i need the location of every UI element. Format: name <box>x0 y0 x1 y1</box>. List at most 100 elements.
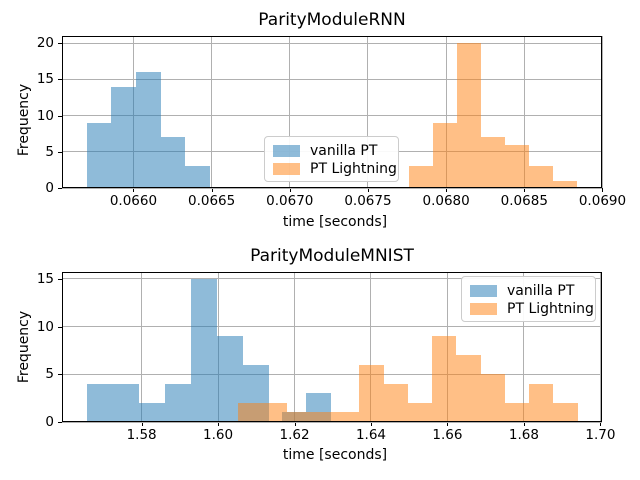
histogram-bar-pt-lightning <box>529 383 554 422</box>
histogram-bar-pt-lightning <box>383 383 408 422</box>
y-tick-label: 0 <box>45 180 54 196</box>
histogram-bar-vanilla-pt <box>160 137 186 188</box>
x-tick-label: 1.64 <box>355 427 387 443</box>
x-gridline <box>523 36 525 188</box>
x-tick-label: 0.0670 <box>266 193 314 209</box>
legend-swatch-vanilla-pt <box>273 145 300 157</box>
x-tick-label: 0.0680 <box>422 193 470 209</box>
y-gridline <box>62 187 602 189</box>
histogram-bar-pt-lightning <box>335 412 360 422</box>
legend-entry-pt-lightning: PT Lightning <box>273 160 398 178</box>
y-tick-label: 10 <box>36 107 54 124</box>
x-gridline <box>523 272 525 422</box>
y-gridline <box>62 326 602 328</box>
x-gridline <box>599 272 601 422</box>
y-tick-mark <box>58 115 62 117</box>
histogram-bar-pt-lightning <box>408 166 433 188</box>
x-gridline <box>294 272 296 422</box>
chart-title-rnn: ParityModuleRNN <box>258 10 406 30</box>
y-tick-label: 10 <box>36 318 54 335</box>
x-tick-label: 0.0685 <box>500 193 548 209</box>
legend-mnist: vanilla PT PT Lightning <box>461 276 596 322</box>
x-tick-mark <box>133 188 135 192</box>
y-tick-label: 0 <box>45 414 54 430</box>
y-tick-mark <box>58 278 62 280</box>
x-tick-mark <box>141 422 143 426</box>
legend-label-vanilla-pt: vanilla PT <box>310 143 378 159</box>
histogram-bar-pt-lightning <box>262 402 287 422</box>
y-tick-mark <box>58 79 62 81</box>
histogram-bar-vanilla-pt <box>185 166 211 188</box>
x-tick-mark <box>447 422 449 426</box>
x-tick-mark <box>289 188 291 192</box>
histogram-bar-vanilla-pt <box>135 72 161 188</box>
y-tick-label: 20 <box>36 35 54 52</box>
histogram-bar-vanilla-pt <box>86 122 112 188</box>
x-gridline <box>370 272 372 422</box>
histogram-bar-pt-lightning <box>553 402 578 422</box>
histogram-bar-pt-lightning <box>407 402 433 422</box>
histogram-bar-vanilla-pt <box>138 402 165 422</box>
x-tick-label: 1.68 <box>508 427 539 443</box>
y-tick-mark <box>58 43 62 45</box>
legend-rnn: vanilla PT PT Lightning <box>264 136 399 182</box>
histogram-bar-pt-lightning <box>359 364 384 422</box>
histogram-bar-pt-lightning <box>504 402 530 422</box>
histogram-bar-vanilla-pt <box>111 86 136 188</box>
x-tick-mark <box>218 422 220 426</box>
y-gridline <box>62 373 602 375</box>
histogram-bar-pt-lightning <box>480 374 505 422</box>
x-gridline <box>601 36 603 188</box>
legend-swatch-pt-lightning <box>273 163 300 175</box>
x-gridline <box>367 36 369 188</box>
legend-entry-pt-lightning: PT Lightning <box>470 300 595 318</box>
y-tick-label: 5 <box>45 366 54 383</box>
legend-swatch-vanilla-pt <box>470 285 497 297</box>
histogram-bar-vanilla-pt <box>86 383 139 422</box>
histogram-bar-pt-lightning <box>286 412 311 422</box>
legend-label-pt-lightning: PT Lightning <box>507 301 594 317</box>
x-gridline <box>289 36 291 188</box>
x-axis-label-mnist: time [seconds] <box>282 447 388 463</box>
plot-area-mnist <box>62 272 602 423</box>
y-gridline <box>62 42 602 44</box>
x-tick-label: 1.62 <box>279 427 310 443</box>
x-gridline <box>211 36 213 188</box>
legend-entry-vanilla-pt: vanilla PT <box>273 142 398 160</box>
x-tick-mark <box>602 188 604 192</box>
x-axis-label-rnn: time [seconds] <box>282 214 388 230</box>
x-tick-label: 1.58 <box>126 427 157 443</box>
legend-entry-vanilla-pt: vanilla PT <box>470 282 595 300</box>
y-tick-label: 15 <box>36 71 54 88</box>
histogram-bar-vanilla-pt <box>164 383 191 422</box>
chart-title-mnist: ParityModuleMNIST <box>250 246 414 266</box>
histogram-bar-pt-lightning <box>553 180 578 188</box>
y-gridline <box>62 421 602 423</box>
histogram-bar-vanilla-pt <box>190 278 218 422</box>
histogram-bar-pt-lightning <box>456 355 481 422</box>
legend-swatch-pt-lightning <box>470 303 497 315</box>
y-tick-mark <box>58 326 62 328</box>
x-tick-label: 1.70 <box>585 427 616 443</box>
x-tick-mark <box>524 188 526 192</box>
y-gridline <box>62 278 602 280</box>
y-tick-mark <box>58 374 62 376</box>
x-tick-mark <box>294 422 296 426</box>
legend-label-vanilla-pt: vanilla PT <box>507 283 575 299</box>
x-gridline <box>445 36 447 188</box>
histogram-bar-pt-lightning <box>432 336 457 422</box>
x-tick-mark <box>211 188 213 192</box>
x-tick-mark <box>523 422 525 426</box>
y-gridline <box>62 115 602 117</box>
x-tick-label: 0.0675 <box>344 193 392 209</box>
histogram-bar-pt-lightning <box>432 122 457 188</box>
histogram-bar-pt-lightning <box>505 144 530 188</box>
histogram-bar-pt-lightning <box>529 166 554 188</box>
histogram-bar-pt-lightning <box>456 43 481 188</box>
x-tick-label: 0.0665 <box>187 193 236 209</box>
x-gridline <box>141 272 143 422</box>
x-tick-mark <box>600 422 602 426</box>
y-gridline <box>62 78 602 80</box>
x-tick-label: 1.66 <box>432 427 463 443</box>
